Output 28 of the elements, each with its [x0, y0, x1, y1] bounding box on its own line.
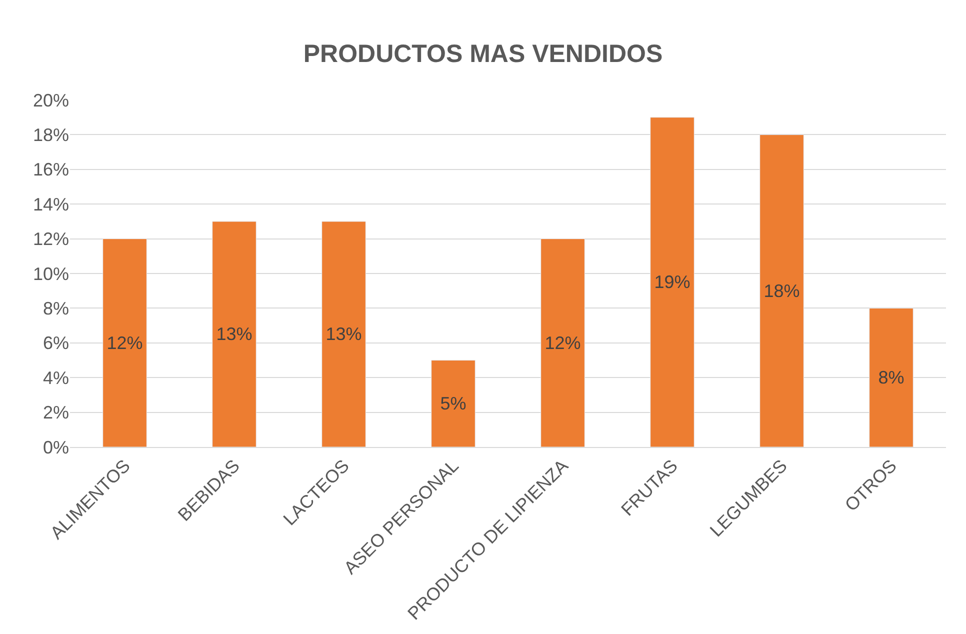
y-tick-label: 6% [42, 333, 69, 354]
y-tick-label: 18% [32, 125, 69, 145]
bar [650, 117, 694, 447]
data-label: 18% [764, 280, 800, 301]
bar [322, 221, 366, 447]
chart-title: PRODUCTOS MAS VENDIDOS [303, 40, 663, 68]
bar [760, 134, 804, 447]
data-label: 13% [216, 324, 252, 344]
y-tick-label: 0% [42, 437, 69, 458]
data-label: 8% [878, 368, 904, 388]
data-label: 12% [106, 332, 143, 353]
data-label: 12% [544, 332, 581, 353]
data-label: 13% [326, 324, 362, 344]
data-label: 19% [654, 272, 690, 292]
bar [540, 238, 585, 447]
y-tick-label: 12% [32, 229, 69, 250]
y-tick-label: 14% [32, 194, 69, 214]
bar [431, 360, 476, 447]
bar [869, 308, 914, 447]
bar [102, 238, 147, 447]
data-label: 5% [440, 394, 466, 414]
y-tick-label: 16% [32, 160, 69, 180]
y-tick-label: 2% [42, 402, 69, 423]
y-tick-label: 20% [32, 90, 69, 110]
y-tick-label: 10% [32, 264, 69, 284]
y-tick-label: 8% [42, 298, 69, 318]
bar [212, 221, 256, 447]
y-tick-label: 4% [42, 368, 69, 388]
